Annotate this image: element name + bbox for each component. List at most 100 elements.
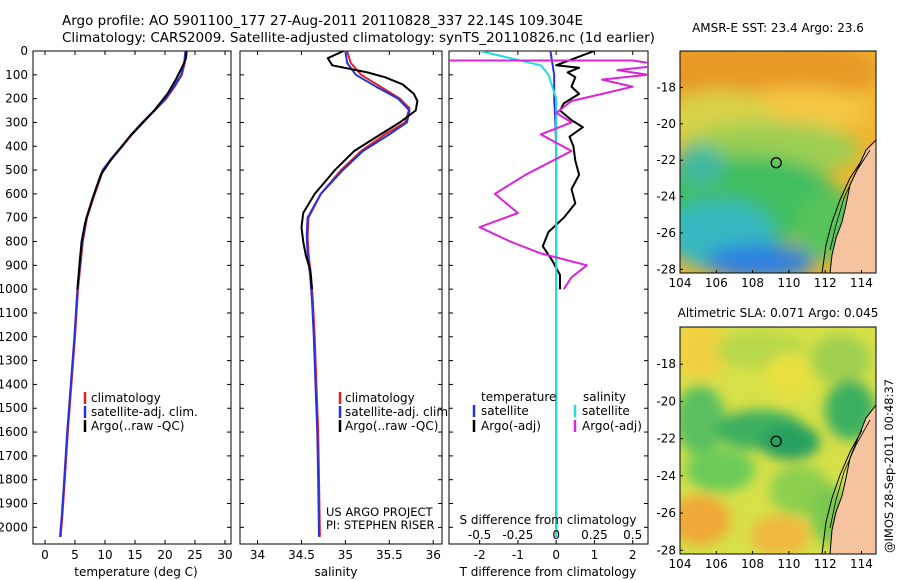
map-x-tick-label: 114 (850, 276, 873, 290)
legend-label-temp-argo: Argo(-adj) (481, 419, 541, 433)
x-tick-label: -2 (474, 548, 486, 562)
legend-label-climatology: climatology (91, 391, 161, 405)
map-y-tick-label: -20 (656, 117, 676, 131)
map-y-tick-label: -26 (656, 226, 676, 240)
salinity-axis-ticks: 34 34.5 35 35.5 36 (240, 50, 442, 562)
sla-map-title: Altimetric SLA: 0.071 Argo: 0.045 (678, 306, 879, 320)
temperature-legend: climatology satellite-adj. clim. Argo(..… (83, 391, 198, 433)
difference-x-label: T difference from climatology (459, 565, 637, 579)
legend-title-temperature: temperature (481, 390, 556, 404)
y-tick-label: 300 (5, 115, 28, 129)
x-tick-label: 30 (217, 548, 232, 562)
y-tick-label: 1400 (0, 377, 28, 391)
legend-label-sal-argo: Argo(-adj) (582, 419, 642, 433)
y-tick-label: 1800 (0, 473, 28, 487)
map-y-tick-label: -28 (656, 543, 676, 557)
top-tick-label: 0 (552, 528, 560, 542)
sla-map-field (680, 327, 876, 554)
project-note: US ARGO PROJECT (326, 505, 434, 519)
x-tick-label: -1 (512, 548, 524, 562)
y-tick-label: 1300 (0, 354, 28, 368)
top-tick-label: 0.5 (623, 528, 642, 542)
sst-map-axis-ticks: 104 106 108 110 112 114 -18 -20 -22 -24 -26 -28 (656, 80, 873, 290)
map-y-tick-label: -18 (656, 80, 676, 94)
y-tick-label: 1200 (0, 330, 28, 344)
map-x-tick-label: 104 (669, 557, 692, 571)
x-tick-label: 35 (338, 548, 353, 562)
difference-top-label: S difference from climatology (460, 513, 637, 527)
map-x-tick-label: 106 (705, 276, 728, 290)
legend-label-argo: Argo(..raw -QC) (91, 419, 184, 433)
y-tick-label: 500 (5, 163, 28, 177)
difference-panel: -2 -1 0 1 2 T difference from climatology S … (448, 50, 649, 579)
sst-argo-location-marker (770, 157, 782, 169)
map-y-tick-label: -20 (656, 394, 676, 408)
map-x-tick-label: 110 (777, 557, 800, 571)
imos-timestamp: @IMOS 28-Sep-2011 00:48:37 (882, 379, 896, 553)
top-tick-label: -0.25 (502, 528, 533, 542)
y-tick-label: 1900 (0, 497, 28, 511)
x-tick-label: 5 (71, 548, 79, 562)
salinity-series-lines (300, 51, 419, 537)
map-y-tick-label: -26 (656, 506, 676, 520)
salinity-panel: 34 34.5 35 35.5 36 salinity climatology sate… (239, 50, 452, 579)
y-tick-label: 700 (5, 211, 28, 225)
sla-argo-location-marker (770, 435, 782, 447)
top-tick-label: -0.5 (468, 528, 491, 542)
legend-label-satellite-adj: satellite-adj. clim. (91, 405, 198, 419)
x-tick-label: 35.5 (376, 548, 403, 562)
salinity-plot-frame (239, 50, 443, 545)
map-y-tick-label: -24 (656, 469, 676, 483)
map-x-tick-label: 112 (814, 557, 837, 571)
map-y-tick-label: -24 (656, 190, 676, 204)
x-tick-label: 25 (187, 548, 202, 562)
x-tick-label: 20 (157, 548, 172, 562)
map-x-tick-label: 108 (741, 276, 764, 290)
x-tick-label: 15 (127, 548, 142, 562)
y-tick-label: 600 (5, 187, 28, 201)
sla-map-frame (679, 326, 877, 555)
map-y-tick-label: -22 (656, 153, 676, 167)
x-tick-label: 34 (250, 548, 265, 562)
y-tick-label: 400 (5, 139, 28, 153)
y-tick-label: 1700 (0, 449, 28, 463)
series-line-argo-raw-qc- (300, 51, 419, 290)
map-x-tick-label: 112 (814, 276, 837, 290)
series-line-argo-raw-qc- (76, 51, 188, 290)
figure-title-line1: Argo profile: AO 5901100_177 27-Aug-2011… (62, 13, 583, 29)
difference-axis-ticks: -2 -1 0 1 2 (449, 50, 648, 562)
temperature-axis-ticks: 0100200300400500600700800900100011001200… (0, 44, 233, 562)
salinity-x-label: salinity (314, 565, 357, 579)
series-line-satellite-adj-clim- (305, 51, 411, 537)
x-tick-label: 36 (426, 548, 441, 562)
map-x-tick-label: 110 (777, 276, 800, 290)
legend-label-climatology: climatology (345, 391, 415, 405)
map-x-tick-label: 104 (669, 276, 692, 290)
sla-map-panel: Altimetric SLA: 0.071 Argo: 0.045 (656, 306, 878, 571)
temperature-series-lines (59, 51, 188, 537)
difference-plot-frame (448, 50, 649, 545)
temperature-panel: 0100200300400500600700800900100011001200… (0, 44, 233, 579)
series-line-argo-adj- (449, 59, 648, 290)
pi-note: PI: STEPHEN RISER (326, 518, 435, 532)
y-tick-label: 1100 (0, 306, 28, 320)
legend-label-satellite-adj: satellite-adj. clim. (345, 405, 452, 419)
legend-label-temp-satellite: satellite (481, 404, 529, 418)
map-y-tick-label: -22 (656, 432, 676, 446)
x-tick-label: 34.5 (288, 548, 315, 562)
legend-title-salinity: salinity (583, 390, 626, 404)
difference-legend: temperature salinity satellite Argo(-adj… (472, 390, 642, 433)
x-tick-label: 0 (41, 548, 49, 562)
map-x-tick-label: 114 (850, 557, 873, 571)
legend-label-sal-satellite: satellite (582, 404, 630, 418)
x-tick-label: 1 (591, 548, 599, 562)
y-tick-label: 2000 (0, 520, 28, 534)
y-tick-label: 0 (20, 44, 28, 58)
temperature-plot-frame (32, 50, 232, 545)
map-x-tick-label: 106 (705, 557, 728, 571)
y-tick-label: 1500 (0, 401, 28, 415)
sst-map-panel: AMSR-E SST: 23.4 Argo: 23.6 104 106 108 110… (656, 21, 877, 290)
y-tick-label: 100 (5, 68, 28, 82)
difference-series-lines (449, 51, 648, 537)
